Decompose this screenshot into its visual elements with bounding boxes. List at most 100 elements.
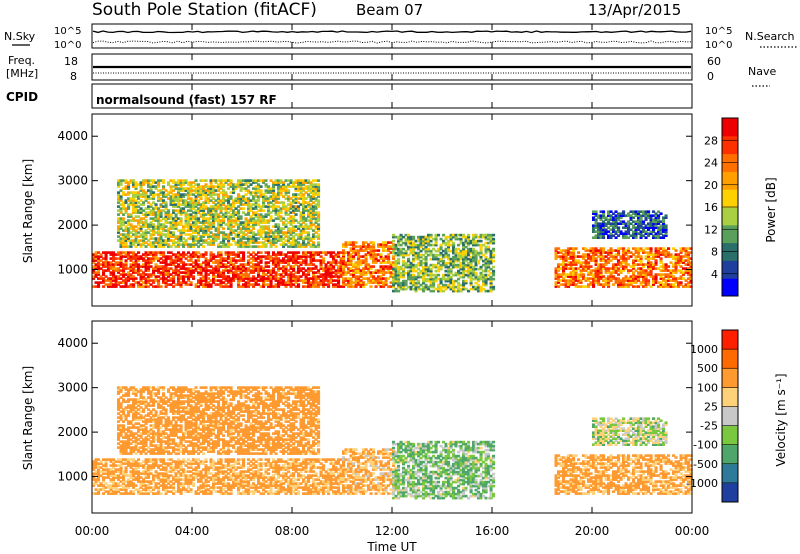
power-cell — [187, 213, 191, 216]
power-cell — [209, 185, 213, 188]
power-cell — [239, 243, 243, 246]
power-cell — [209, 239, 213, 242]
power-cell — [257, 245, 261, 248]
power-cell — [169, 197, 173, 200]
power-cell — [124, 243, 128, 246]
power-cell — [269, 259, 273, 262]
power-cell — [402, 287, 406, 291]
power-cell — [317, 271, 321, 274]
power-cell — [139, 279, 143, 282]
power-cell — [147, 239, 151, 242]
power-cell — [424, 245, 428, 249]
freq-tick-bottom: 8 — [70, 70, 77, 83]
power-cell — [599, 265, 603, 268]
power-cell — [454, 249, 458, 253]
power-cell — [119, 285, 123, 288]
power-cell — [604, 279, 608, 282]
power-cell — [367, 269, 371, 272]
power-cell — [479, 251, 483, 255]
power-cell — [132, 205, 136, 208]
power-cell — [424, 235, 428, 239]
power-cell — [579, 269, 583, 272]
power-cell — [189, 197, 193, 200]
power-cell — [197, 187, 201, 190]
power-cell — [112, 273, 116, 276]
power-cell — [97, 271, 101, 274]
power-cell — [137, 243, 141, 246]
power-cell — [674, 265, 678, 268]
power-cell — [99, 281, 103, 284]
power-cell — [294, 271, 298, 274]
power-cell — [247, 275, 251, 278]
power-cell — [407, 257, 411, 261]
power-cell — [282, 237, 286, 240]
power-cell — [122, 275, 126, 278]
power-cell — [217, 267, 221, 270]
power-cell — [219, 199, 223, 202]
power-cell — [107, 267, 111, 270]
power-cell — [432, 277, 436, 281]
power-cell — [449, 239, 453, 243]
power-cell — [342, 273, 346, 276]
power-cell — [622, 255, 626, 258]
power-cell — [222, 203, 226, 206]
power-cell — [204, 257, 208, 260]
power-cell — [477, 267, 481, 271]
power-cell — [452, 285, 456, 289]
power-cell — [124, 265, 128, 268]
power-cell — [647, 261, 651, 264]
power-cell — [482, 279, 486, 283]
power-cell — [139, 233, 143, 236]
power-cell — [387, 265, 391, 268]
power-cell — [472, 265, 476, 269]
power-cell — [299, 267, 303, 270]
power-cell — [622, 285, 626, 288]
power-cell — [274, 253, 278, 256]
power-cell — [182, 237, 186, 240]
power-cell — [122, 273, 126, 276]
power-cell — [309, 185, 313, 188]
power-cell — [227, 277, 231, 280]
power-cell — [609, 247, 613, 250]
power-cell — [197, 271, 201, 274]
power-cell — [94, 263, 98, 266]
power-cell — [109, 283, 113, 286]
power-cell — [664, 279, 668, 282]
power-cell — [474, 251, 478, 255]
power-cell — [387, 241, 391, 244]
power-cell — [139, 273, 143, 276]
power-cell — [467, 261, 471, 265]
power-cell — [144, 211, 148, 214]
power-cell — [184, 267, 188, 270]
power-cell — [262, 221, 266, 224]
power-cell — [689, 275, 693, 278]
power-cell — [217, 229, 221, 232]
power-cell — [297, 255, 301, 258]
power-cell — [392, 243, 396, 246]
power-cell — [264, 231, 268, 234]
power-cell — [464, 251, 468, 255]
power-cell — [152, 195, 156, 198]
power-cell — [167, 193, 171, 196]
power-cell — [152, 285, 156, 288]
power-cell — [467, 239, 471, 243]
power-cell — [197, 239, 201, 242]
power-cell — [357, 251, 361, 254]
power-cell — [377, 281, 381, 284]
power-cell — [122, 205, 126, 208]
power-cell — [304, 243, 308, 246]
power-cell — [272, 235, 276, 238]
power-cell — [582, 255, 586, 258]
power-cell — [199, 215, 203, 218]
power-cell — [149, 261, 153, 264]
power-cell — [257, 215, 261, 218]
power-cell — [427, 239, 431, 243]
power-cell — [284, 189, 288, 192]
power-cell — [324, 267, 328, 270]
power-cell — [369, 275, 373, 278]
power-cell — [152, 255, 156, 258]
power-cell — [679, 283, 683, 286]
power-cell — [149, 185, 153, 188]
power-cell — [162, 191, 166, 194]
power-cell — [264, 197, 268, 200]
